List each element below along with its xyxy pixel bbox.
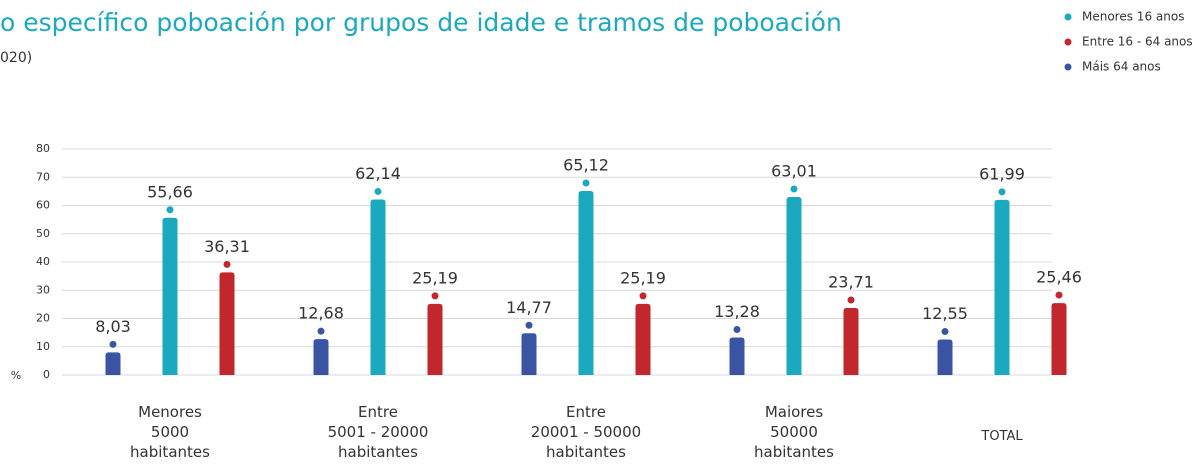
bar	[1051, 303, 1067, 375]
legend-marker	[1064, 13, 1072, 21]
data-label: 63,01	[771, 161, 817, 180]
y-tick-label: 50	[36, 227, 50, 240]
data-label: 12,55	[922, 304, 968, 323]
x-tick-label: Maiores 50000 habitantes	[754, 403, 834, 461]
bar	[521, 333, 537, 375]
y-tick-label: 80	[36, 142, 50, 155]
data-label: 65,12	[563, 156, 609, 175]
bar	[937, 339, 953, 375]
x-tick-label: Menores 5000 habitantes	[130, 403, 210, 461]
bar-dot	[1055, 291, 1063, 299]
bar	[994, 199, 1010, 375]
bar-dot	[582, 179, 590, 187]
bar	[370, 199, 386, 375]
data-label: 25,19	[412, 268, 458, 287]
legend-label: Entre 16 - 64 anos	[1082, 35, 1193, 49]
bar-dot	[941, 328, 949, 336]
x-tick-label: Entre 5001 - 20000 habitantes	[327, 403, 429, 461]
y-tick-label: 40	[36, 255, 50, 268]
legend-marker	[1064, 38, 1072, 46]
data-label: 25,19	[620, 268, 666, 287]
x-tick-label: Entre 20001 - 50000 habitantes	[530, 403, 642, 461]
y-tick-label: 20	[36, 312, 50, 325]
data-label: 25,46	[1036, 268, 1082, 287]
bar-dot	[374, 187, 382, 195]
y-tick-label: 30	[36, 283, 50, 296]
bar	[635, 303, 651, 375]
bar-dot	[525, 321, 533, 329]
legend-label: Menores 16 anos	[1082, 10, 1184, 24]
bar	[105, 352, 121, 375]
data-label: 12,68	[298, 304, 344, 323]
data-label: 23,71	[828, 273, 874, 292]
y-tick-label: 60	[36, 199, 50, 212]
data-label: 13,28	[714, 302, 760, 321]
bar-dot	[733, 325, 741, 333]
bar-dot	[639, 292, 647, 300]
bar	[843, 308, 859, 375]
data-label: 62,14	[355, 164, 401, 183]
chart-subtitle: 020)	[0, 50, 32, 66]
bar-dot	[998, 188, 1006, 196]
data-label: 55,66	[147, 182, 193, 201]
bar	[786, 196, 802, 375]
y-tick-label: 10	[36, 340, 50, 353]
data-label: 36,31	[204, 237, 250, 256]
data-label: 61,99	[979, 164, 1025, 183]
bar	[729, 337, 745, 375]
bar-dot	[847, 296, 855, 304]
y-axis-label: %	[11, 369, 21, 382]
bar-dot	[431, 292, 439, 300]
bar-dot	[166, 206, 174, 214]
bar	[219, 272, 235, 375]
bar	[427, 303, 443, 375]
bar	[578, 191, 594, 375]
bar-dot	[223, 260, 231, 268]
bar	[162, 217, 178, 375]
chart-title: o específico poboación por grupos de ida…	[0, 8, 842, 37]
data-label: 14,77	[506, 298, 552, 317]
bar	[313, 339, 329, 375]
y-tick-label: 0	[43, 368, 50, 381]
legend-marker	[1064, 63, 1072, 71]
legend-label: Máis 64 anos	[1082, 60, 1161, 74]
y-tick-label: 70	[36, 170, 50, 183]
bar-dot	[790, 185, 798, 193]
data-label: 8,03	[95, 317, 131, 336]
x-tick-label: TOTAL	[981, 429, 1023, 444]
bar-dot	[109, 340, 117, 348]
bar-dot	[317, 327, 325, 335]
